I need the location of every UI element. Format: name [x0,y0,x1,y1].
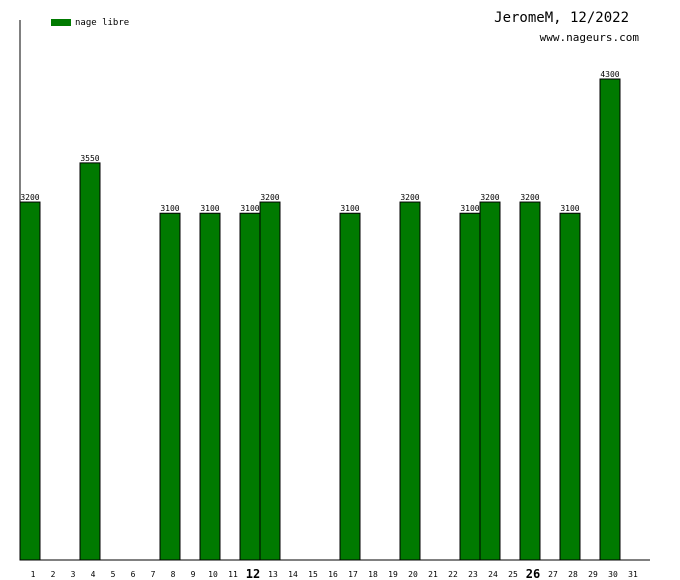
bar-day-10 [199,212,221,561]
x-tick-30: 30 [608,570,618,579]
x-tick-14: 14 [288,570,298,579]
bars [19,78,621,561]
x-tick-12: 12 [246,567,260,580]
value-label-day-28: 3100 [560,204,579,213]
value-label-day-23: 3100 [460,204,479,213]
bar-day-28 [559,212,581,561]
bar-day-1 [19,201,41,561]
x-tick-28: 28 [568,570,578,579]
chart-header-site: www.nageurs.com [540,31,640,44]
x-tick-3: 3 [71,570,76,579]
x-tick-4: 4 [91,570,96,579]
bar-day-12 [239,212,261,561]
value-label-day-30: 4300 [600,70,619,79]
x-tick-5: 5 [111,570,116,579]
x-tick-9: 9 [191,570,196,579]
x-tick-20: 20 [408,570,418,579]
x-tick-19: 19 [388,570,398,579]
legend-swatch [51,19,71,26]
bar-day-4 [79,162,101,561]
chart-header-title: JeromeM, 12/2022 [494,10,629,26]
x-tick-26: 26 [526,567,540,580]
value-label-day-1: 3200 [20,193,39,202]
bar-day-30 [599,78,621,561]
bar-day-24 [479,201,501,561]
x-tick-2: 2 [51,570,56,579]
x-tick-17: 17 [348,570,358,579]
x-tick-labels: 1 2 3 4 5 6 7 8 9 10 11 12 13 14 15 16 17 18 19 20 21 22 23 24 2… [31,567,638,580]
value-label-day-4: 3550 [80,154,99,163]
bar-day-13 [259,201,281,561]
x-tick-29: 29 [588,570,598,579]
bar-day-17 [339,212,361,561]
x-tick-31: 31 [628,570,638,579]
value-label-day-24: 3200 [480,193,499,202]
x-tick-22: 22 [448,570,458,579]
x-tick-10: 10 [208,570,218,579]
value-label-day-17: 3100 [340,204,359,213]
x-tick-21: 21 [428,570,438,579]
x-tick-7: 7 [151,570,156,579]
x-tick-23: 23 [468,570,478,579]
bar-day-8 [159,212,181,561]
x-tick-8: 8 [171,570,176,579]
x-tick-16: 16 [328,570,338,579]
x-tick-27: 27 [548,570,558,579]
value-label-day-8: 3100 [160,204,179,213]
bar-day-20 [399,201,421,561]
legend-label: nage libre [75,18,129,28]
x-tick-11: 11 [228,570,238,579]
value-label-day-26: 3200 [520,193,539,202]
value-label-day-10: 3100 [200,204,219,213]
value-label-day-13: 3200 [260,193,279,202]
x-tick-13: 13 [268,570,278,579]
x-tick-24: 24 [488,570,498,579]
x-tick-1: 1 [31,570,36,579]
x-tick-6: 6 [131,570,136,579]
bar-day-26 [519,201,541,561]
legend: nage libre [51,18,129,28]
x-tick-18: 18 [368,570,378,579]
x-tick-25: 25 [508,570,518,579]
bar-day-23 [459,212,481,561]
x-tick-15: 15 [308,570,318,579]
value-label-day-12: 3100 [240,204,259,213]
value-label-day-20: 3200 [400,193,419,202]
